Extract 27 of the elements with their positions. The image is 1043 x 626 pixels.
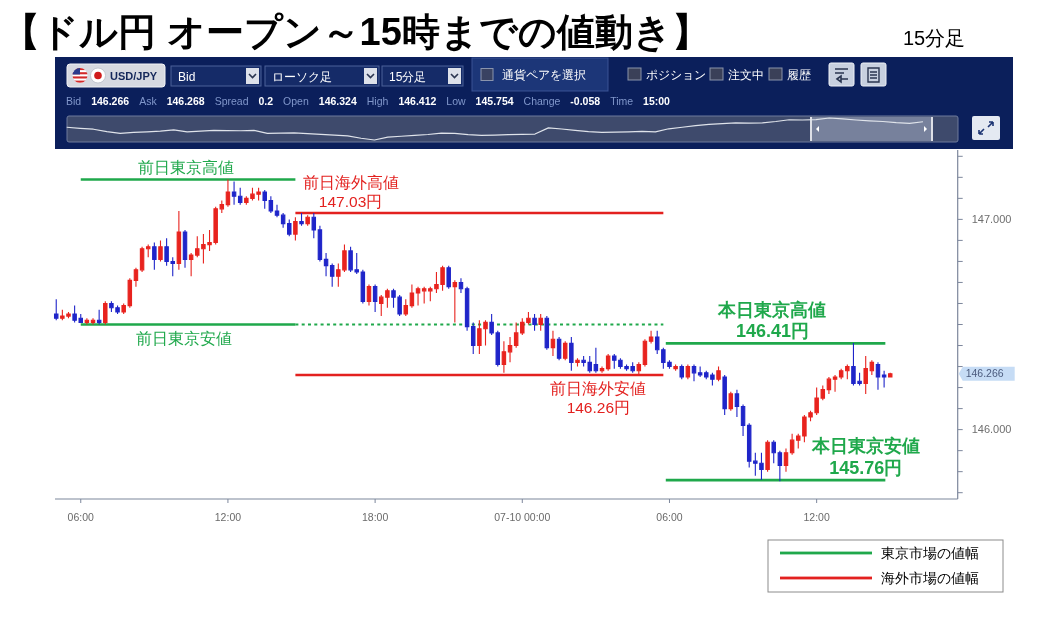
x-tick-label: 18:00 [361,511,389,523]
legend-item: 東京市場の値幅 [780,545,979,561]
annotation: 前日海外安値 146.26円 [550,380,647,417]
legend-item: 海外市場の値幅 [780,570,979,586]
control-pair-button: USD/JPY [66,63,166,88]
x-tick-label: 12:00 [214,511,242,523]
x-tick-label: 06:00 [656,511,683,523]
annotation: 前日東京安値 [135,330,232,347]
chart-title: 【ドル円 オープン～15時までの値動き】 [2,11,710,53]
annotation: 本日東京安値 145.76円 [810,436,920,479]
text: 15分足 [903,27,966,49]
x-tick-label: 12:00 [803,511,830,523]
annotation: 前日東京高値 [138,159,235,177]
control-dropdown: ローソク足 [264,65,380,87]
y-tick-label: 146.000 [971,423,1012,436]
control-checkbox: 注文中 [709,67,764,82]
x-tick-label: 06:00 [67,511,95,523]
control-button: 通貨ペアを選択 [471,57,609,92]
control-checkbox: 履歴 [768,67,811,82]
control-checkbox: ポジション [627,67,706,82]
control-dropdown: 15分足 [381,65,464,87]
info-row: Bid 146.266 Ask 146.268 Spread 0.2 Open 146.324 High 146.412 Low 145.754 Change -0.058 Time 15:00 [66,95,670,107]
x-tick-label: 07-10 00:00 [494,511,551,523]
y-tick-label: 147.000 [971,213,1012,226]
control-dropdown: Bid [170,65,262,87]
annotation: 本日東京高値 146.41円 [717,299,827,342]
annotation: 前日海外高値 147.03円 [302,174,399,211]
